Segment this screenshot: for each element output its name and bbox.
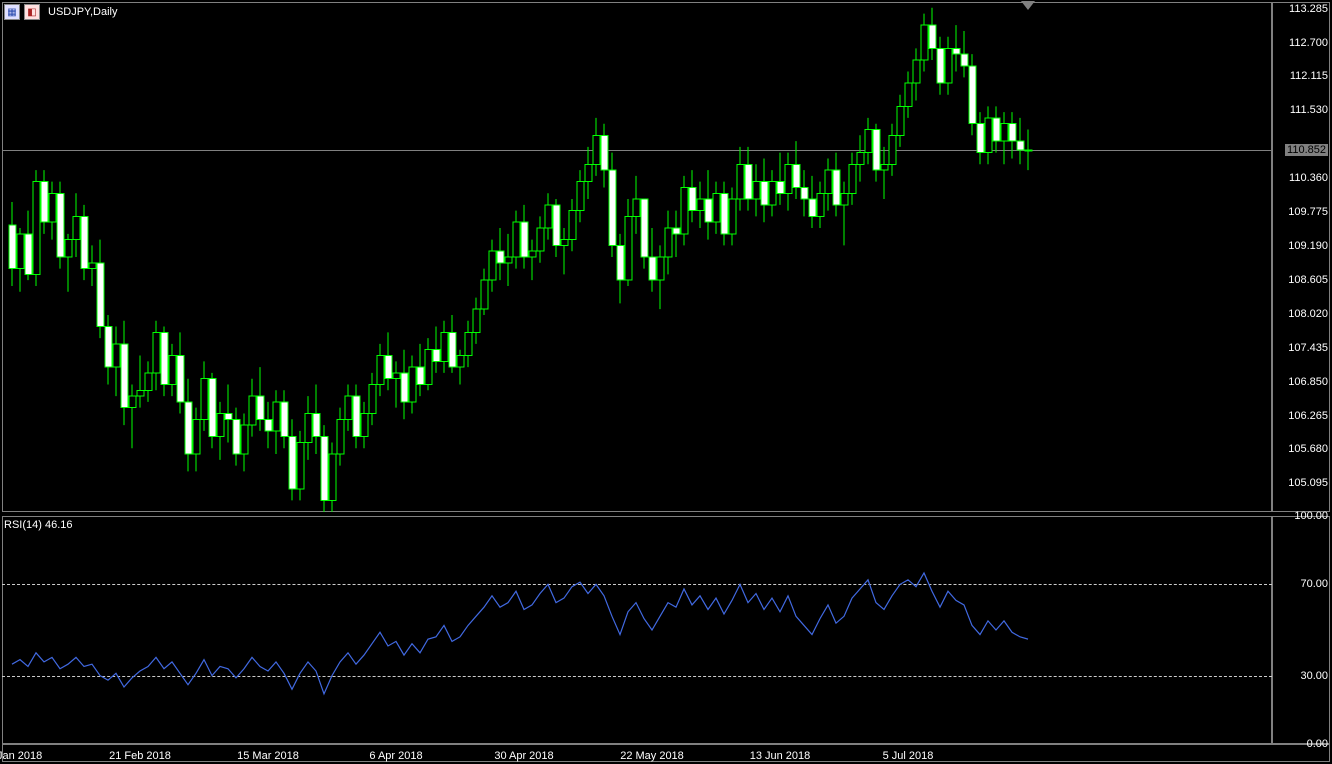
rsi-y-tick-label: 0.00 — [1307, 738, 1328, 750]
y-tick-label: 106.850 — [1288, 376, 1328, 388]
y-tick-label: 113.285 — [1289, 3, 1328, 15]
rsi-y-tick-label: 30.00 — [1300, 670, 1328, 682]
x-tick-label: 5 Jul 2018 — [883, 750, 934, 762]
y-tick-label: 109.190 — [1288, 240, 1328, 252]
x-tick-label: 6 Apr 2018 — [369, 750, 422, 762]
y-tick-label: 105.680 — [1288, 443, 1328, 455]
y-tick-label: 111.530 — [1290, 104, 1328, 116]
rsi-y-tick-label: 70.00 — [1300, 578, 1328, 590]
y-tick-label: 109.775 — [1288, 206, 1328, 218]
y-tick-label: 112.115 — [1290, 70, 1328, 82]
y-tick-label: 106.265 — [1288, 410, 1328, 422]
rsi-line-layer — [2, 516, 1272, 744]
y-tick-label: 110.360 — [1289, 172, 1328, 184]
y-tick-label: 108.605 — [1288, 274, 1328, 286]
y-tick-current: 110.852 — [1285, 144, 1328, 156]
y-tick-label: 107.435 — [1288, 342, 1328, 354]
rsi-y-tick-label: 100.00 — [1294, 510, 1328, 522]
candlestick-layer — [2, 2, 1272, 512]
last-bar-arrow-icon — [1021, 1, 1035, 10]
x-tick-label: 30 Apr 2018 — [494, 750, 553, 762]
y-tick-label: 112.700 — [1289, 37, 1328, 49]
x-tick-label: 22 May 2018 — [620, 750, 684, 762]
x-tick-label: 15 Mar 2018 — [237, 750, 299, 762]
y-tick-label: 108.020 — [1288, 308, 1328, 320]
y-tick-label: 105.095 — [1288, 477, 1328, 489]
x-tick-label: 30 Jan 2018 — [0, 750, 42, 762]
x-tick-label: 13 Jun 2018 — [750, 750, 811, 762]
rsi-yaxis-panel — [1272, 516, 1330, 744]
x-tick-label: 21 Feb 2018 — [109, 750, 171, 762]
